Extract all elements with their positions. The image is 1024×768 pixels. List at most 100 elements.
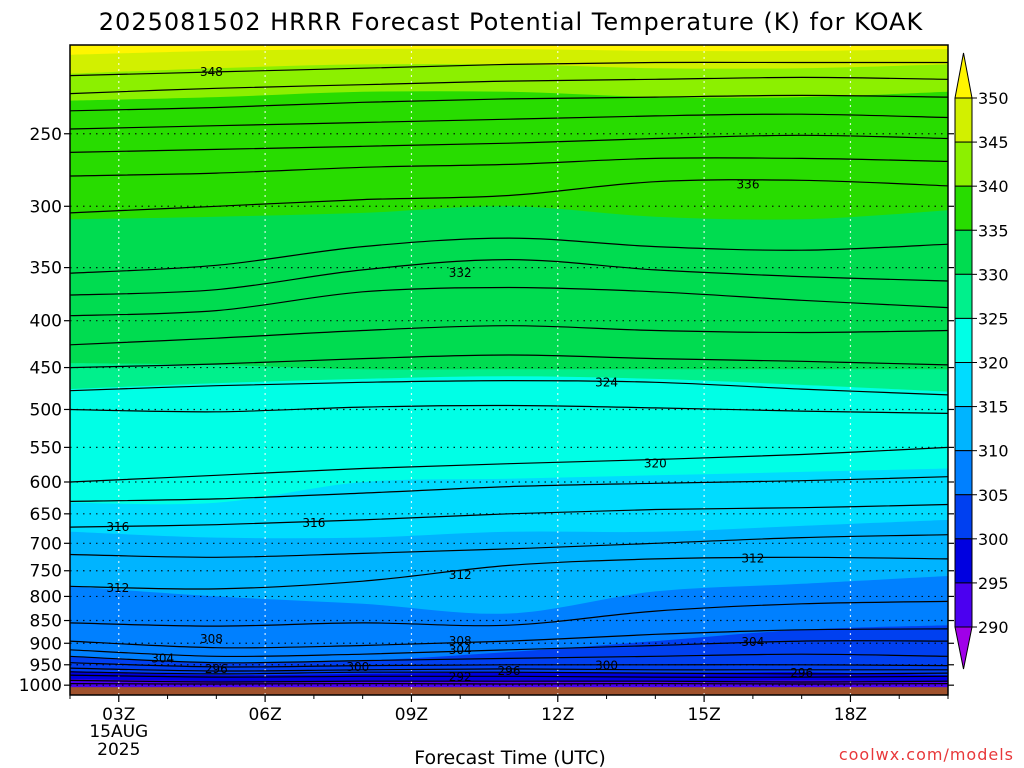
contour-label: 308	[200, 632, 223, 646]
x-axis-label: Forecast Time (UTC)	[414, 747, 605, 768]
contour-346	[69, 76, 949, 95]
x-tick-label: 06Z	[248, 705, 281, 725]
contour-320	[69, 446, 949, 483]
colorbar-segment-300	[954, 494, 973, 540]
y-tick-label: 700	[30, 534, 62, 554]
colorbar-segment-345	[954, 97, 973, 143]
colorbar-segment-320	[954, 317, 973, 363]
y-tick-label: 250	[30, 125, 62, 145]
y-tick-label: 550	[30, 438, 62, 458]
colorbar-label: 290	[978, 618, 1009, 637]
colorbar-segment-295	[954, 538, 973, 584]
contour-label: 296	[205, 662, 228, 676]
x-tick-label: 15Z	[687, 705, 720, 725]
contour-label: 324	[595, 375, 618, 389]
contour-338	[69, 157, 949, 177]
colorbar-label: 330	[978, 265, 1009, 284]
y-tick-label: 1000	[19, 676, 62, 696]
y-tick-label: 300	[30, 197, 62, 217]
contour-label: 316	[106, 520, 129, 534]
colorbar-label: 300	[978, 530, 1009, 549]
colorbar-segment-310	[954, 406, 973, 452]
y-tick-label: 850	[30, 612, 62, 632]
y-tick-label: 750	[30, 562, 62, 582]
x-tick-sublabel-date: 15AUG	[89, 722, 148, 742]
y-tick-label: 650	[30, 505, 62, 525]
colorbar-segment-290	[954, 582, 973, 628]
contour-label: 308	[449, 634, 472, 648]
contour-332	[69, 258, 949, 296]
contour-label: 316	[302, 516, 325, 530]
colorbar-segment-340	[954, 141, 973, 187]
contour-298	[69, 671, 949, 675]
contour-312	[69, 556, 949, 590]
colorbar: 290 295 300 305 310 315 320 325 330 335 340 345 350	[954, 52, 1009, 670]
contour-label: 292	[449, 670, 472, 684]
colorbar-segment-330	[954, 229, 973, 275]
contour-336	[69, 179, 949, 214]
colorbar-top-arrow	[954, 52, 973, 99]
colorbar-segment-325	[954, 273, 973, 319]
contour-label: 304	[741, 635, 764, 649]
contour-294	[69, 679, 949, 683]
contour-300	[69, 667, 948, 672]
plot-grid	[70, 45, 948, 695]
x-tick-label: 09Z	[395, 705, 428, 725]
contour-lines	[69, 61, 949, 685]
contour-310	[69, 600, 949, 627]
x-tick-sublabel-year: 2025	[97, 740, 140, 760]
colorbar-label: 325	[978, 309, 1009, 328]
colorbar-segment-335	[954, 185, 973, 231]
fill-band-345	[70, 45, 948, 74]
y-axis-ticks: 2503003504004505005506006507007508008509…	[19, 125, 954, 696]
colorbar-label: 295	[978, 574, 1009, 593]
contour-label: 304	[449, 643, 472, 657]
contour-324	[69, 379, 949, 396]
colorbar-label: 340	[978, 177, 1009, 196]
ground-fill	[70, 687, 948, 695]
colorbar-segment-305	[954, 450, 973, 496]
y-tick-label: 600	[30, 473, 62, 493]
contour-314	[69, 534, 949, 558]
colorbar-label: 315	[978, 398, 1009, 417]
x-tick-label: 12Z	[541, 705, 574, 725]
x-tick-label: 18Z	[834, 705, 867, 725]
contour-label: 300	[346, 660, 369, 674]
y-tick-label: 900	[30, 634, 62, 654]
colorbar-label: 345	[978, 133, 1009, 152]
contour-348	[69, 61, 948, 77]
x-tick-label: 03Z	[102, 705, 135, 725]
y-tick-label: 450	[30, 359, 62, 379]
contour-342	[69, 113, 949, 130]
contour-label: 312	[449, 568, 472, 582]
colorbar-label: 305	[978, 486, 1009, 505]
plot-fill-area	[70, 45, 948, 695]
contour-label: 312	[106, 581, 129, 595]
contour-340	[69, 134, 949, 153]
contour-296	[69, 674, 949, 678]
contour-label: 300	[595, 659, 618, 673]
chart-title: 2025081502 HRRR Forecast Potential Tempe…	[99, 8, 924, 36]
y-tick-label: 950	[30, 656, 62, 676]
contour-344	[69, 94, 949, 112]
contour-322	[69, 404, 949, 414]
contour-318	[69, 476, 949, 502]
credit-text: coolwx.com/models	[839, 745, 1014, 764]
contour-302	[69, 662, 949, 668]
contour-label: 336	[737, 177, 760, 191]
y-tick-label: 350	[30, 259, 62, 279]
colorbar-label: 335	[978, 221, 1009, 240]
contour-326	[69, 354, 949, 369]
contour-label: 296	[790, 666, 813, 680]
colorbar-label: 320	[978, 354, 1009, 373]
fill-band-350	[70, 45, 948, 55]
contour-label: 320	[644, 457, 667, 471]
contour-label: 332	[449, 266, 472, 280]
contour-306	[69, 640, 949, 658]
y-tick-label: 800	[30, 587, 62, 607]
contour-label: 348	[200, 65, 223, 79]
contour-316	[69, 503, 949, 528]
contour-328	[69, 325, 949, 346]
